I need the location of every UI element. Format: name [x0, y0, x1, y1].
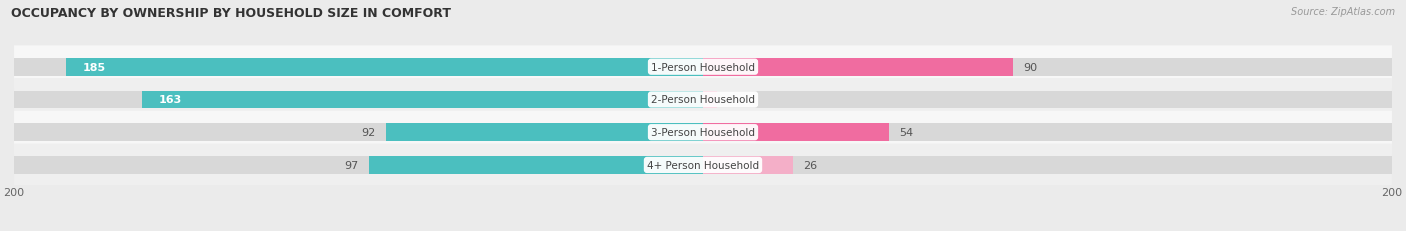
Text: Source: ZipAtlas.com: Source: ZipAtlas.com [1291, 7, 1395, 17]
Text: 2-Person Household: 2-Person Household [651, 95, 755, 105]
Bar [703, 124, 889, 142]
FancyBboxPatch shape [14, 144, 1392, 186]
Bar [703, 124, 1392, 142]
Text: 26: 26 [803, 160, 817, 170]
Bar [66, 58, 703, 76]
Text: 4+ Person Household: 4+ Person Household [647, 160, 759, 170]
FancyBboxPatch shape [14, 46, 1392, 89]
Bar [387, 124, 703, 142]
Text: 185: 185 [83, 62, 105, 72]
FancyBboxPatch shape [14, 79, 1392, 121]
Bar [703, 58, 1392, 76]
Bar [14, 58, 703, 76]
Bar [703, 156, 793, 174]
Text: 1-Person Household: 1-Person Household [651, 62, 755, 72]
Bar [14, 124, 703, 142]
Text: OCCUPANCY BY OWNERSHIP BY HOUSEHOLD SIZE IN COMFORT: OCCUPANCY BY OWNERSHIP BY HOUSEHOLD SIZE… [11, 7, 451, 20]
Text: 92: 92 [361, 128, 375, 138]
Bar [14, 91, 703, 109]
Text: 4: 4 [727, 95, 734, 105]
Text: 163: 163 [159, 95, 181, 105]
Bar [703, 156, 1392, 174]
Text: 3-Person Household: 3-Person Household [651, 128, 755, 138]
Bar [368, 156, 703, 174]
FancyBboxPatch shape [14, 111, 1392, 154]
Text: 54: 54 [900, 128, 914, 138]
Bar [703, 91, 717, 109]
Bar [14, 156, 703, 174]
Text: 90: 90 [1024, 62, 1038, 72]
Bar [703, 91, 1392, 109]
Bar [142, 91, 703, 109]
Bar [703, 58, 1012, 76]
Text: 97: 97 [344, 160, 359, 170]
